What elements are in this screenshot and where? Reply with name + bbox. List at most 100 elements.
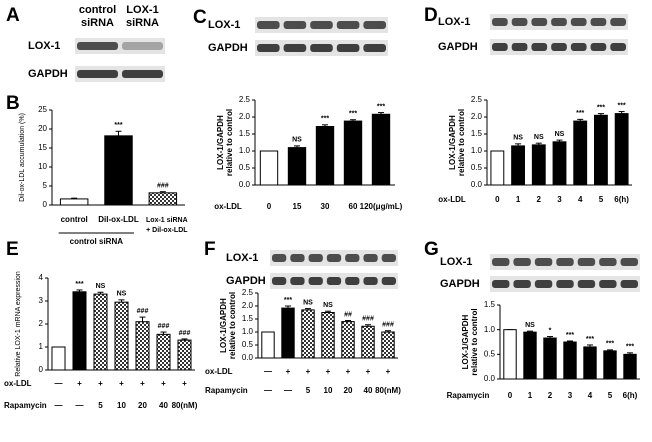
annotation: ## — [344, 311, 352, 318]
panel-label: A — [6, 5, 20, 26]
y-tick-label: 2.0 — [239, 112, 251, 121]
x-row-label: — — [55, 379, 63, 388]
blot-band — [492, 43, 508, 51]
bar — [114, 301, 129, 371]
blot-band — [570, 18, 587, 26]
blot-band — [513, 258, 531, 266]
y-tick-label: 0 — [43, 200, 48, 209]
y-tick-label: 1.0 — [242, 327, 254, 336]
blot-band — [290, 277, 305, 285]
blot-band — [620, 258, 638, 266]
blot-band — [363, 44, 386, 52]
blot-band — [122, 42, 163, 50]
blot-row-label: GAPDH — [438, 41, 478, 53]
x-axis-label: ox-LDL — [438, 195, 466, 204]
x-tick-label: 6(h) — [623, 391, 638, 400]
x-tick-label: 3 — [568, 391, 573, 400]
bar — [281, 307, 295, 359]
group-label: control siRNA — [70, 237, 124, 246]
x-row-label: + — [326, 367, 331, 376]
y-tick-label: 25 — [38, 105, 47, 114]
blot-band — [610, 43, 626, 51]
blot-band — [534, 280, 553, 288]
x-row-label: — — [55, 401, 63, 410]
blot-band — [272, 277, 287, 285]
bar — [503, 329, 517, 380]
blot-band — [492, 280, 510, 288]
bar — [361, 325, 375, 359]
x-tick-label: 0 — [267, 202, 272, 211]
blot-band — [590, 43, 607, 51]
x-tick-label: 1 — [516, 195, 521, 204]
blot-band — [363, 21, 386, 29]
blot-band — [599, 280, 617, 288]
blot-band — [556, 280, 574, 288]
y-axis-label: LOX-1/GAPDH — [461, 314, 470, 369]
y-axis-label: relative to control — [457, 109, 466, 176]
x-tick-label: 0 — [508, 391, 513, 400]
y-axis-label: relative to control — [470, 308, 479, 375]
y-axis-label: LOX-1/GAPDH — [448, 115, 457, 170]
blot-band — [308, 277, 323, 285]
y-tick-label: 10 — [38, 162, 47, 171]
y-axis-label: Dil-ox-LDL accumulation (%) — [19, 113, 26, 202]
annotation: *** — [576, 110, 584, 117]
x-tick-label: 2 — [537, 195, 542, 204]
x-tick-label: 60 — [349, 202, 358, 211]
blot-band — [290, 254, 305, 262]
annotation: NS — [96, 283, 106, 290]
blot-band — [534, 258, 553, 266]
x-row-label: 20 — [344, 386, 353, 395]
bar — [371, 113, 391, 186]
blot-band — [345, 254, 360, 262]
annotation: NS — [555, 131, 565, 138]
bar — [614, 113, 629, 186]
bar — [259, 150, 279, 186]
x-row-label: + — [286, 367, 291, 376]
blot-band — [599, 258, 617, 266]
y-tick-label: 2.5 — [242, 288, 254, 297]
y-tick-label: 2.0 — [242, 301, 254, 310]
x-axis-label: Rapamycin — [447, 391, 490, 400]
annotation: NS — [534, 134, 544, 141]
blot-row-label: LOX-1 — [438, 16, 470, 28]
blot-band — [272, 254, 287, 262]
x-row-name: Rapamycin — [205, 386, 248, 395]
bar — [135, 321, 150, 371]
annotation: ### — [158, 323, 170, 330]
y-tick-label: 5 — [43, 181, 48, 190]
x-row-label: + — [182, 379, 187, 388]
y-axis-label: LOX-1/GAPDH — [216, 115, 225, 170]
blot-band — [77, 42, 118, 50]
blot-band — [511, 18, 528, 26]
y-tick-label: 2 — [39, 319, 44, 328]
x-row-label: 40 — [159, 401, 168, 410]
y-tick-label: 1.5 — [471, 129, 483, 138]
blot-band — [326, 277, 342, 285]
blot-band — [257, 21, 280, 29]
x-tick-label: 1 — [528, 391, 533, 400]
bar — [523, 331, 537, 380]
bar — [573, 120, 588, 186]
blot-row-label: GAPDH — [440, 278, 480, 290]
x-tick-label: 0 — [495, 195, 500, 204]
blot-band — [492, 18, 508, 26]
annotation: *** — [618, 102, 626, 109]
annotation: *** — [284, 297, 292, 304]
panel-label: C — [193, 7, 207, 28]
blot-band — [345, 277, 360, 285]
annotation: *** — [377, 103, 385, 110]
blot-band — [257, 44, 280, 52]
blot-band — [570, 43, 587, 51]
y-tick-label: 15 — [38, 143, 47, 152]
bar — [59, 198, 89, 206]
blot-row-label: LOX-1 — [28, 40, 60, 52]
x-row-label: — — [76, 401, 84, 410]
x-tick-label: 4 — [578, 195, 583, 204]
x-tick-label: 2 — [548, 391, 553, 400]
x-tick-label: Dil-ox-LDL — [98, 215, 139, 224]
bar — [603, 350, 617, 380]
annotation: *** — [626, 344, 634, 351]
x-row-name: ox-LDL — [4, 379, 32, 388]
